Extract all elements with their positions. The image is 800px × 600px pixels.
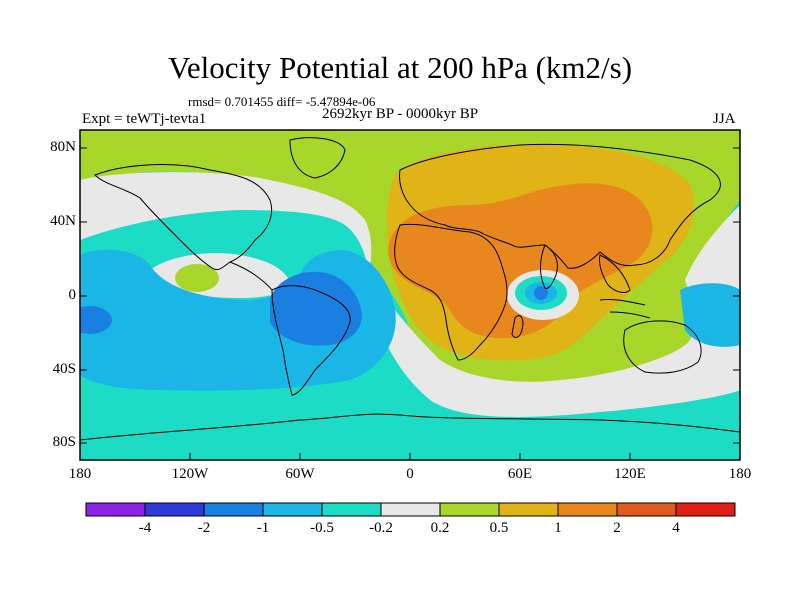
lat-label-40s: 40S [52, 361, 76, 377]
colorbar-box [439, 502, 500, 517]
lon-label-60w: 60W [285, 466, 315, 482]
lat-label-80s: 80S [52, 434, 76, 450]
field-darkblue-southamerica [270, 271, 362, 346]
colorbar-box [380, 502, 441, 517]
lon-label-180e: 180 [728, 466, 752, 482]
colorbar-label: -0.2 [369, 520, 393, 536]
colorbar-label: 0.2 [430, 520, 450, 536]
colorbar-box [616, 502, 677, 517]
field-darkblue-pacific-west [80, 306, 112, 334]
colorbar-box [85, 502, 146, 517]
colorbar-box [144, 502, 205, 517]
coast-india [540, 244, 558, 289]
colorbar-box [321, 502, 382, 517]
colorbar-box [203, 502, 264, 517]
colorbar-label: 0.5 [489, 520, 509, 536]
field-yellowgreen-spot [175, 264, 219, 292]
coast-greenland [289, 137, 346, 179]
field-orange [388, 183, 653, 339]
colorbar-label: -4 [138, 520, 152, 536]
lat-label-80n: 80N [50, 139, 76, 155]
colorbar-label: -2 [197, 520, 211, 536]
coast-south-america [271, 285, 351, 396]
contour-field [80, 130, 740, 460]
colorbar-box [675, 502, 736, 517]
lat-label-0: 0 [68, 287, 77, 303]
experiment-label: Expt = teWTj-tevta1 [82, 111, 207, 127]
field-darkblue-ring [534, 286, 548, 300]
coast-eurasia [399, 143, 721, 269]
coast-australia [623, 320, 702, 374]
colorbar [85, 502, 736, 517]
lon-label-120e: 120E [614, 466, 646, 482]
season-label: JJA [713, 111, 736, 127]
axis-ticks [80, 147, 740, 460]
lon-label-120w: 120W [171, 466, 209, 482]
lon-label-60e: 60E [507, 466, 533, 482]
coast-africa [394, 223, 508, 361]
coast-indonesia [599, 299, 651, 319]
period-label: 2692kyr BP - 0000kyr BP [322, 106, 479, 122]
coast-central-america [229, 261, 273, 291]
lat-label-40n: 40N [50, 213, 76, 229]
coastlines [80, 137, 740, 441]
stats-text: rmsd= 0.701455 diff= -5.47894e-06 [188, 94, 376, 109]
coast-north-america [94, 164, 273, 271]
colorbar-label: 1 [554, 520, 562, 536]
lon-label-0: 0 [406, 466, 414, 482]
colorbar-box [498, 502, 559, 517]
coast-madagascar [511, 315, 524, 338]
colorbar-label: 4 [672, 520, 680, 536]
colorbar-label: -0.5 [310, 520, 334, 536]
lon-label-180w: 180 [68, 466, 92, 482]
colorbar-label: 2 [613, 520, 621, 536]
coast-antarctica [80, 413, 740, 441]
colorbar-box [557, 502, 618, 517]
field-lightblue-pacific-east [680, 283, 740, 347]
colorbar-label: -1 [256, 520, 270, 536]
plot-title: Velocity Potential at 200 hPa (km2/s) [167, 50, 633, 85]
colorbar-box [262, 502, 323, 517]
coast-southeast-asia [599, 254, 631, 293]
